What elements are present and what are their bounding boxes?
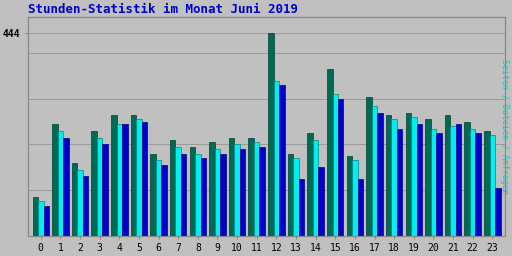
Bar	[83, 176, 88, 236]
Bar	[372, 106, 377, 236]
Bar	[397, 129, 402, 236]
Bar	[327, 69, 332, 236]
Bar	[63, 138, 69, 236]
Bar	[151, 154, 156, 236]
Bar	[347, 156, 352, 236]
Bar	[332, 94, 338, 236]
Bar	[58, 131, 63, 236]
Bar	[215, 149, 220, 236]
Bar	[229, 138, 234, 236]
Bar	[201, 158, 206, 236]
Bar	[431, 129, 436, 236]
Bar	[489, 135, 495, 236]
Bar	[248, 138, 254, 236]
Bar	[72, 163, 77, 236]
Bar	[298, 179, 304, 236]
Bar	[484, 131, 489, 236]
Text: Stunden-Statistik im Monat Juni 2019: Stunden-Statistik im Monat Juni 2019	[28, 3, 298, 16]
Bar	[338, 99, 344, 236]
Bar	[156, 161, 161, 236]
Bar	[386, 115, 391, 236]
Bar	[470, 129, 476, 236]
Bar	[52, 124, 58, 236]
Bar	[209, 142, 215, 236]
Bar	[44, 206, 49, 236]
Bar	[77, 169, 83, 236]
Bar	[92, 131, 97, 236]
Bar	[170, 140, 176, 236]
Bar	[161, 165, 167, 236]
Bar	[464, 122, 470, 236]
Bar	[293, 158, 298, 236]
Bar	[234, 144, 240, 236]
Bar	[33, 197, 38, 236]
Bar	[450, 126, 456, 236]
Bar	[102, 144, 108, 236]
Bar	[391, 120, 397, 236]
Bar	[97, 138, 102, 236]
Bar	[377, 113, 383, 236]
Bar	[495, 188, 501, 236]
Bar	[425, 120, 431, 236]
Bar	[268, 33, 273, 236]
Bar	[142, 122, 147, 236]
Bar	[352, 161, 358, 236]
Bar	[366, 97, 372, 236]
Bar	[288, 154, 293, 236]
Bar	[358, 179, 363, 236]
Bar	[240, 149, 245, 236]
Bar	[181, 154, 186, 236]
Bar	[307, 133, 313, 236]
Bar	[436, 133, 442, 236]
Bar	[406, 113, 411, 236]
Bar	[111, 115, 117, 236]
Bar	[189, 147, 195, 236]
Bar	[38, 201, 44, 236]
Bar	[260, 147, 265, 236]
Bar	[318, 167, 324, 236]
Y-axis label: Seiten / Dateien / Anfragen: Seiten / Dateien / Anfragen	[500, 59, 509, 194]
Bar	[411, 117, 417, 236]
Bar	[254, 142, 260, 236]
Bar	[273, 81, 279, 236]
Bar	[456, 124, 461, 236]
Bar	[417, 124, 422, 236]
Bar	[122, 124, 127, 236]
Bar	[313, 140, 318, 236]
Bar	[176, 147, 181, 236]
Bar	[476, 133, 481, 236]
Bar	[279, 85, 285, 236]
Bar	[131, 115, 136, 236]
Bar	[195, 154, 201, 236]
Bar	[136, 120, 142, 236]
Bar	[445, 115, 450, 236]
Bar	[117, 124, 122, 236]
Bar	[220, 154, 226, 236]
